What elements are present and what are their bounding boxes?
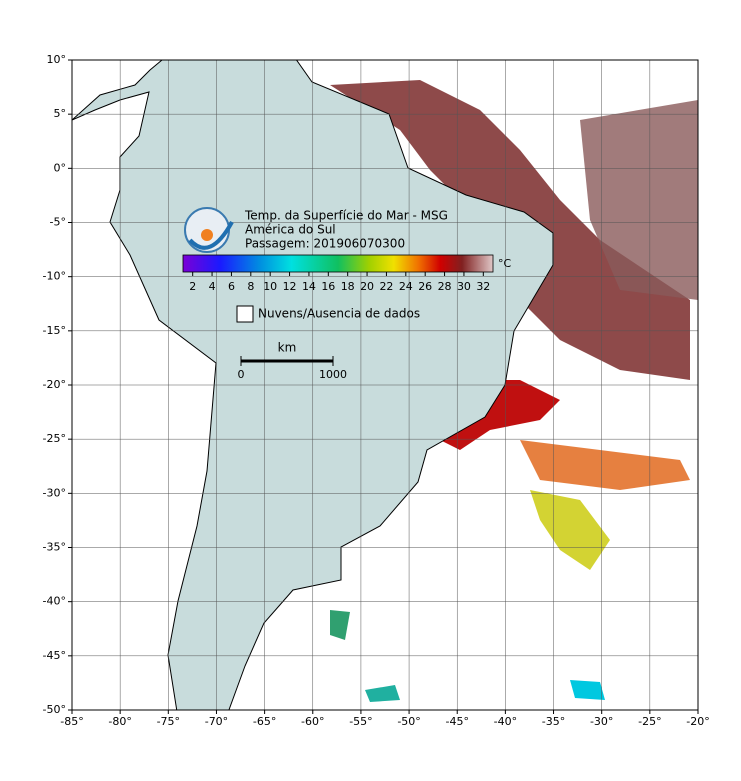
sst-cyan-1 <box>365 685 400 702</box>
lat-tick-label: 10° <box>47 53 67 66</box>
lon-tick-label: -55° <box>349 715 372 728</box>
legend-swatch <box>236 305 254 323</box>
lat-tick-label: 5° <box>54 107 67 120</box>
scale-tick-label: 1000 <box>319 368 347 381</box>
colorbar-tick-label: 32 <box>476 280 490 293</box>
colorbar-tick-label: 26 <box>418 280 432 293</box>
lat-tick-label: -30° <box>43 486 66 499</box>
colorbar-tick-label: 6 <box>228 280 235 293</box>
lon-tick-label: -80° <box>108 715 131 728</box>
scale-tick-label: 0 <box>238 368 245 381</box>
colorbar-tick-label: 2 <box>189 280 196 293</box>
colorbar-tick-label: 30 <box>457 280 471 293</box>
lon-tick-label: -25° <box>638 715 661 728</box>
title: Temp. da Superfície do Mar - MSG <box>244 209 448 223</box>
sst-warm-east <box>580 100 698 300</box>
lon-tick-label: -40° <box>494 715 517 728</box>
sst-orange <box>520 440 690 490</box>
lat-tick-label: -50° <box>43 703 66 716</box>
lat-tick-label: -35° <box>43 541 66 554</box>
lat-tick-label: -25° <box>43 432 66 445</box>
scale-unit: km <box>278 341 297 355</box>
colorbar <box>182 254 494 273</box>
lat-tick-label: -5° <box>50 216 66 229</box>
lat-tick-label: -20° <box>43 378 66 391</box>
colorbar-tick-label: 16 <box>321 280 335 293</box>
lat-tick-label: -40° <box>43 595 66 608</box>
lon-tick-label: -75° <box>157 715 180 728</box>
lat-tick-label: -15° <box>43 324 66 337</box>
colorbar-tick-label: 4 <box>209 280 216 293</box>
colorbar-tick-label: 14 <box>302 280 316 293</box>
sst-cyan-2 <box>570 680 605 700</box>
sst-teal <box>330 610 350 640</box>
map-body <box>72 60 698 710</box>
lon-tick-label: -20° <box>686 715 709 728</box>
graticule <box>72 60 698 710</box>
colorbar-tick-label: 24 <box>399 280 413 293</box>
lat-tick-label: -45° <box>43 649 66 662</box>
overlay: -85° -80° -75° -70° -65° -60° -55° -50° -45° -40°… <box>43 53 710 728</box>
lon-tick-label: -35° <box>542 715 565 728</box>
legend-label: Nuvens/Ausencia de dados <box>258 307 420 321</box>
lon-tick-label: -50° <box>397 715 420 728</box>
colorbar-tick-label: 18 <box>341 280 355 293</box>
lon-tick-label: -60° <box>301 715 324 728</box>
lon-tick-label: -85° <box>60 715 83 728</box>
colorbar-tick-label: 8 <box>247 280 254 293</box>
lon-tick-label: -45° <box>445 715 468 728</box>
pass-time: Passagem: 201906070300 <box>245 237 405 251</box>
colorbar-tick-label: 28 <box>438 280 452 293</box>
lon-tick-label: -30° <box>590 715 613 728</box>
colorbar-unit: °C <box>498 257 512 270</box>
lon-tick-label: -70° <box>205 715 228 728</box>
inpe-logo <box>184 207 234 253</box>
colorbar-tick-label: 20 <box>360 280 374 293</box>
lon-tick-label: -65° <box>253 715 276 728</box>
lat-tick-label: 0° <box>54 161 67 174</box>
colorbar-tick-label: 12 <box>283 280 297 293</box>
lat-tick-label: -10° <box>43 270 66 283</box>
region: América do Sul <box>245 223 336 237</box>
colorbar-tick-label: 22 <box>379 280 393 293</box>
colorbar-tick-label: 10 <box>263 280 277 293</box>
sst-yellow <box>530 490 610 570</box>
